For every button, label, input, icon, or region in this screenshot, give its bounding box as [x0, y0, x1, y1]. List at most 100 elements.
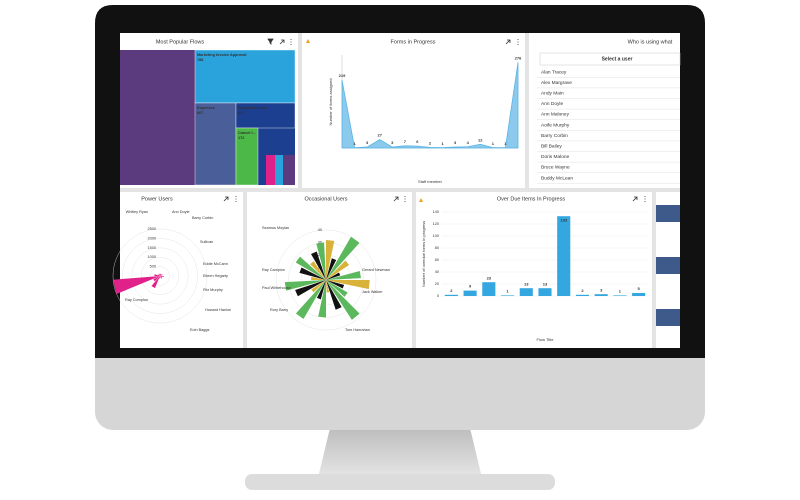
- value-label: 9: [469, 284, 472, 289]
- user-name: Eoin Baggs: [190, 328, 210, 332]
- value-label: 5: [638, 286, 641, 291]
- polar-bar: [326, 270, 361, 280]
- expand-icon: [223, 196, 229, 202]
- tile: [656, 257, 680, 274]
- y-tick-label: 60: [435, 258, 439, 262]
- polar-bar: [160, 274, 163, 276]
- treemap-tile: [235, 127, 259, 186]
- r-tick-label: 1500: [148, 246, 156, 250]
- polar-bar: [160, 276, 164, 278]
- r-tick-label: 30: [318, 241, 322, 245]
- tile-value: 788: [197, 58, 203, 62]
- user-name: Ray Campion: [262, 268, 285, 272]
- treemap-tile: [258, 155, 266, 185]
- polar-bar: [326, 240, 335, 280]
- user-item[interactable]: Ann Doyle: [541, 101, 563, 107]
- value-label: 12: [478, 137, 483, 142]
- treemap-tile: [283, 155, 295, 185]
- user-item[interactable]: Bill Bailey: [541, 143, 562, 149]
- user-item[interactable]: Bruce Wayne: [541, 165, 570, 171]
- expand-icon: [279, 39, 285, 45]
- value-label: 23: [487, 275, 492, 280]
- grid-circle: [131, 247, 189, 305]
- polar-bar: [157, 274, 160, 276]
- bar: [463, 290, 477, 296]
- polar-bar: [284, 280, 326, 291]
- polar-bar: [318, 280, 326, 318]
- value-label: 1: [492, 141, 495, 146]
- polar-bar: [160, 274, 162, 276]
- polar-bar: [113, 276, 160, 294]
- bar: [444, 294, 458, 296]
- value-label: 219: [339, 73, 346, 78]
- r-tick-label: 2000: [148, 236, 156, 240]
- polar-bar: [316, 280, 326, 300]
- user-item[interactable]: Alan Tracey: [541, 69, 567, 75]
- value-label: 133: [560, 217, 567, 222]
- warning-icon: [419, 198, 423, 202]
- treemap-tile: [235, 102, 296, 129]
- tile-label: Cancel I...: [238, 131, 256, 135]
- select-label[interactable]: Select a user: [602, 56, 633, 62]
- polar-bar: [326, 280, 330, 293]
- polar-bar: [326, 280, 360, 320]
- y-tick-label: 80: [435, 246, 439, 250]
- treemap-tile: [275, 155, 283, 185]
- polar-bar: [295, 280, 326, 297]
- user-item[interactable]: Ann Maloney: [541, 112, 570, 118]
- stand-base: [245, 474, 555, 490]
- bar: [557, 216, 571, 296]
- bar: [482, 282, 496, 296]
- grid-circle: [112, 228, 208, 324]
- polar-bar: [158, 274, 160, 276]
- polar-bar: [159, 276, 160, 279]
- polar-bar: [154, 274, 160, 276]
- warning-icon: [306, 39, 310, 43]
- axis-title: Number of forms assigned: [328, 79, 333, 126]
- user-name: Seamus Moylan: [262, 226, 289, 230]
- expand-icon: [505, 39, 511, 45]
- user-item[interactable]: Doris Malone: [541, 154, 570, 160]
- tile-value: 667: [197, 111, 203, 115]
- value-label: 4: [467, 140, 470, 145]
- expand-icon: [632, 196, 638, 202]
- user-select[interactable]: [539, 52, 681, 66]
- treemap-tile: [266, 155, 275, 185]
- polar-bar: [326, 280, 370, 290]
- value-label: 7: [404, 139, 407, 144]
- polar-bar: [295, 280, 326, 319]
- polar-bar: [151, 276, 160, 289]
- panel-title: Power Users: [141, 196, 173, 202]
- treemap-tile: [194, 49, 296, 104]
- polar-bar: [295, 256, 326, 280]
- user-name: Whitley Ryan: [126, 210, 148, 214]
- y-tick-label: 40: [435, 270, 439, 274]
- y-tick-label: 100: [433, 234, 439, 238]
- panel-title: Who is using what: [628, 39, 673, 45]
- user-name: Paul Whitehouse: [262, 286, 291, 290]
- user-name: Ray Complon: [125, 298, 148, 302]
- axis-title: Staff member: [418, 179, 443, 184]
- value-label: 3: [366, 140, 369, 145]
- polar-bar: [160, 276, 162, 278]
- bar: [632, 293, 646, 296]
- tile-label: Expenses: [197, 106, 215, 110]
- polar-bar: [326, 280, 345, 289]
- value-label: 1: [504, 141, 507, 146]
- y-tick-label: 120: [433, 222, 439, 226]
- value-label: 3: [391, 140, 394, 145]
- polar-bar: [326, 272, 341, 280]
- polar-bar: [160, 273, 161, 276]
- axis-title: Number of overdue forms in progress: [421, 221, 426, 287]
- user-item[interactable]: Barry Corbin: [541, 133, 568, 139]
- polar-bar: [326, 280, 342, 310]
- user-item[interactable]: Andy Main: [541, 90, 564, 96]
- polar-bar: [316, 242, 326, 280]
- user-item[interactable]: Aoife Murphy: [541, 122, 570, 128]
- value-label: 2: [450, 288, 453, 293]
- panel: [416, 192, 652, 348]
- user-item[interactable]: Buddy McLean: [541, 175, 573, 181]
- user-item[interactable]: Alex Margrave: [541, 80, 572, 86]
- r-tick-label: 40: [318, 228, 322, 232]
